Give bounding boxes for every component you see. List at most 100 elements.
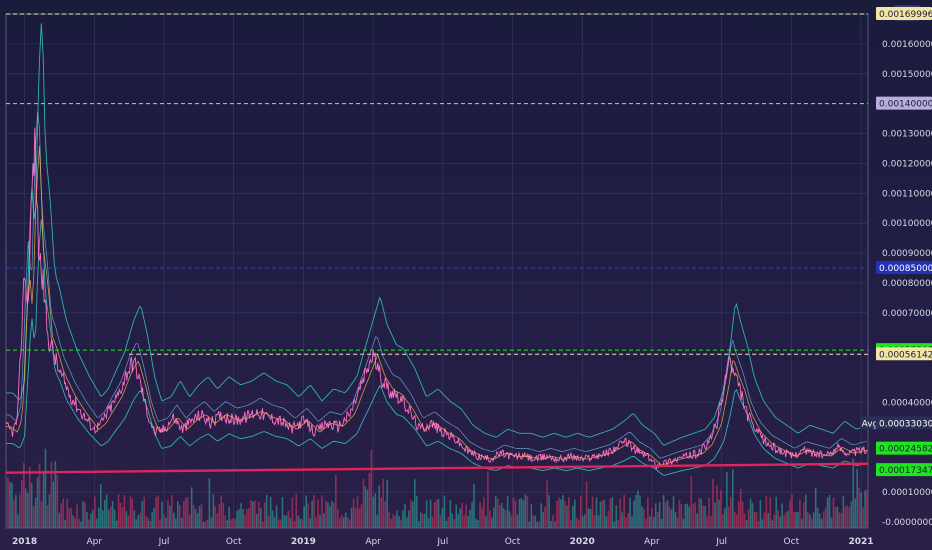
volume-bar	[398, 515, 400, 528]
volume-bar	[546, 480, 548, 528]
volume-bar	[244, 514, 246, 528]
volume-bar	[765, 495, 768, 528]
volume-bar	[518, 499, 521, 528]
volume-bar	[840, 512, 843, 528]
lower-band	[6, 219, 867, 476]
volume-bar	[720, 490, 722, 528]
volume-bar	[728, 506, 730, 528]
volume-bar	[678, 499, 681, 528]
volume-bar	[633, 500, 635, 528]
volume-bar	[838, 512, 841, 528]
avg-prefix-label: Avg	[862, 419, 879, 429]
volume-bar	[737, 501, 740, 528]
volume-bar	[380, 497, 383, 528]
volume-bar	[196, 513, 199, 528]
y-tick-label: 0.00010000	[882, 488, 932, 498]
volume-bar	[257, 501, 260, 528]
volume-bar	[437, 498, 440, 528]
y-tick-label: -0.00000000	[882, 518, 932, 528]
volume-bar	[607, 510, 610, 528]
volume-bar	[828, 495, 831, 528]
volume-bar	[623, 494, 625, 528]
volume-bar	[467, 516, 469, 528]
volume-bar	[360, 504, 363, 528]
volume-bar	[333, 502, 335, 528]
volume-bar	[313, 494, 315, 528]
volume-bar	[54, 461, 57, 528]
volume-bar	[9, 481, 11, 528]
volume-bar	[528, 521, 531, 528]
volume-bar	[777, 510, 779, 528]
volume-bar	[70, 508, 72, 528]
volume-bar	[469, 509, 471, 528]
volume-bar	[844, 506, 847, 528]
volume-bar	[342, 517, 345, 528]
volume-bar	[115, 520, 118, 528]
volume-bar	[109, 506, 112, 528]
volume-bar	[68, 508, 70, 528]
volume-bar	[617, 520, 620, 528]
volume-bar	[842, 496, 845, 528]
volume-bar	[123, 495, 126, 528]
y-tick-label: 0.00070000	[882, 309, 932, 319]
volume-bar	[473, 483, 475, 528]
price-tag-label: 0.00017347	[879, 466, 932, 476]
volume-bar	[376, 514, 379, 528]
plot-frame	[5, 13, 869, 529]
volume-bar	[50, 461, 53, 528]
volume-bar	[739, 488, 742, 528]
volume-bar	[757, 521, 760, 528]
volume-bar	[650, 508, 653, 528]
volume-bar	[554, 521, 556, 528]
volume-bar	[577, 520, 580, 528]
volume-bar	[745, 520, 748, 528]
volume-bar	[491, 517, 493, 528]
volume-bar	[613, 521, 616, 528]
x-tick-label: 2020	[570, 537, 595, 547]
volume-bar	[635, 494, 637, 528]
volume-bar	[779, 516, 781, 528]
volume-bar	[283, 515, 286, 528]
volume-bar	[425, 500, 428, 528]
volume-bar	[163, 514, 165, 528]
volume-bar	[103, 499, 106, 528]
volume-bar	[236, 510, 238, 528]
volume-bar	[362, 478, 365, 528]
volume-bar	[167, 499, 169, 528]
volume-bar	[459, 508, 462, 528]
volume-bar	[751, 503, 754, 528]
price-line	[5, 127, 868, 470]
volume-bar	[726, 471, 728, 528]
volume-bar	[56, 474, 59, 528]
volume-bar	[731, 469, 734, 528]
volume-bar	[649, 516, 651, 528]
volume-bar	[107, 509, 110, 528]
volume-bar	[700, 498, 702, 528]
volume-bar	[19, 494, 21, 528]
volume-bar	[799, 499, 801, 528]
volume-bar	[34, 497, 37, 528]
volume-bar	[11, 482, 13, 528]
volume-bar	[58, 512, 61, 528]
volume-bar	[66, 498, 69, 528]
volume-bar	[702, 505, 704, 528]
volume-bar	[171, 495, 173, 528]
volume-bar	[178, 504, 181, 528]
volume-bar	[552, 515, 554, 528]
volume-bar	[374, 493, 377, 528]
volume-bar	[605, 516, 608, 528]
volume-bar	[510, 515, 513, 528]
volume-bar	[858, 487, 860, 528]
volume-bar	[710, 515, 712, 528]
volume-bar	[698, 497, 700, 528]
volume-bar	[119, 503, 122, 528]
volume-bar	[769, 497, 772, 528]
volume-bar	[680, 504, 683, 528]
volume-bar	[696, 513, 699, 528]
volume-bar	[232, 517, 234, 528]
volume-bar	[267, 515, 270, 528]
volume-bar	[208, 478, 211, 528]
volume-bar	[854, 498, 857, 528]
volume-bar	[807, 511, 809, 528]
